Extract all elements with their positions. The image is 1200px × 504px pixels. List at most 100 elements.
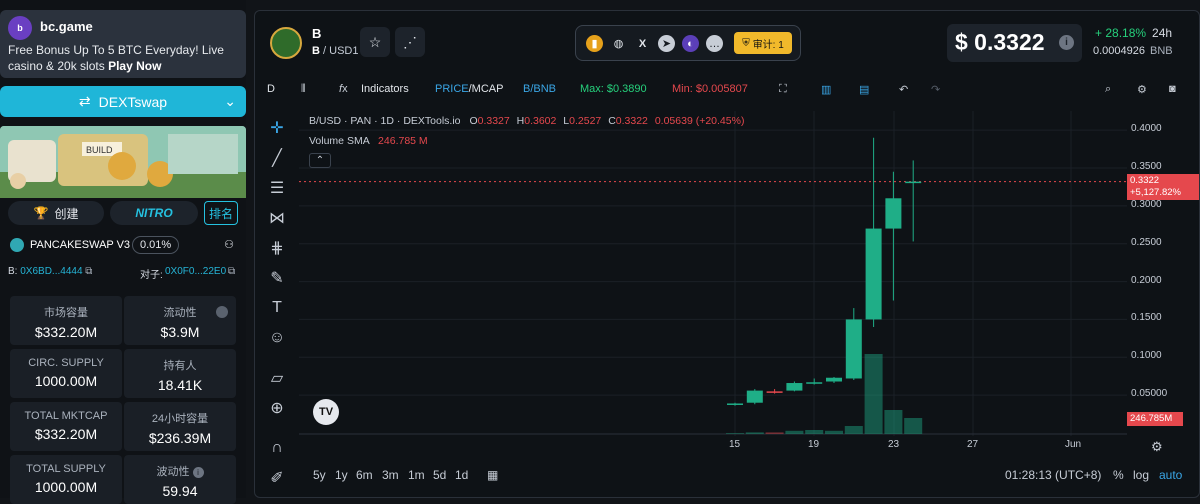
indicators-button[interactable]: Indicators (361, 83, 409, 95)
telegram-icon[interactable]: ➤ (658, 35, 675, 52)
globe-icon[interactable]: ◍ (613, 38, 624, 50)
interval-selector[interactable]: D (267, 83, 275, 95)
percent-toggle[interactable]: % (1113, 468, 1124, 482)
x-tick-label: 15 (729, 439, 741, 450)
chevron-down-icon: ⌄ (224, 93, 236, 109)
trendline-icon[interactable]: ╱ (272, 150, 282, 167)
b-address[interactable]: 0X6BD...4444 (20, 266, 83, 277)
volume-legend: Volume SMA 246.785 M (309, 135, 428, 147)
dex-row: PANCAKESWAP V3 0.01% ⚇ (8, 236, 238, 258)
bar-chart-icon[interactable]: ▥ (821, 84, 832, 96)
stat-liquidity: 流动性 $3.9M (124, 296, 236, 345)
log-toggle[interactable]: log (1133, 468, 1150, 482)
stat-label: TOTAL MKTCAP (24, 410, 108, 422)
tradingview-logo[interactable]: TV (313, 399, 339, 425)
dextswap-button[interactable]: ⇄ DEXTswap ⌄ (0, 86, 246, 117)
drawing-tools: ✛ ╱ ☰ ⋈ ⋕ ✎ T ☺ ▱ ⊕ ∩ ✐ (259, 111, 295, 491)
copy-icon[interactable]: ⧉ (228, 266, 236, 277)
brush-icon[interactable]: ✎ (270, 270, 284, 287)
stat-24h-volume: 24小时容量 $236.39M (124, 402, 236, 451)
nitro-button[interactable]: NITRO (110, 201, 198, 225)
horizontal-lines-icon[interactable]: ☰ (269, 180, 285, 197)
token-pair: B / USD1 (312, 45, 359, 57)
promo-cta[interactable]: Play Now (108, 59, 162, 73)
address-row: B: 0X6BD...4444 ⧉ 对子: 0X0F0...22E0 ⧉ (8, 266, 238, 281)
zoom-in-icon[interactable]: ⊕ (270, 400, 284, 417)
promo-desc: Free Bonus Up To 5 BTC Everyday! Live ca… (8, 43, 224, 73)
pair-address[interactable]: 0X0F0...22E0 (165, 266, 227, 277)
bcgame-logo: b (8, 16, 32, 40)
range-1d[interactable]: 1d (455, 468, 469, 482)
text-icon[interactable]: T (272, 299, 282, 316)
lock-pencil-icon[interactable]: ✐ (270, 470, 284, 487)
ruler-icon[interactable]: ▱ (270, 370, 284, 387)
current-price-tag: 0.3322 +5,127.82% (1127, 173, 1199, 200)
audit-badge[interactable]: ⛨ 审计: 1 (734, 32, 792, 54)
emoji-icon[interactable]: ☺ (268, 329, 286, 346)
stat-value: 1000.00M (34, 373, 98, 389)
axis-settings-icon[interactable]: ⚙ (1151, 439, 1163, 454)
price-axis[interactable]: 0.4000 0.3500 0.3000 0.2500 0.2000 0.1500 0.10… (1127, 111, 1199, 436)
redo-icon[interactable]: ↷ (931, 84, 941, 96)
candle-body (826, 377, 842, 382)
share-icon[interactable]: ⋰ (395, 27, 425, 57)
promo-name: bc.game (40, 19, 93, 34)
x-twitter-icon[interactable]: X (638, 37, 647, 50)
stat-label: 市场容量 (44, 307, 88, 319)
stat-label: 流动性 (163, 307, 197, 319)
website-chart-icon[interactable]: ▮ (586, 35, 603, 52)
settings-gear-icon[interactable]: ⚙ (1137, 84, 1147, 96)
stat-value: 59.94 (162, 483, 198, 499)
swap-icon: ⇄ (78, 93, 91, 109)
crosshair-icon[interactable]: ✛ (270, 120, 284, 137)
time-axis[interactable]: 15 19 23 27 Jun (299, 437, 1127, 453)
rank-button[interactable]: 排名 (204, 201, 238, 225)
promo-banner[interactable]: b bc.game Free Bonus Up To 5 BTC Everyda… (0, 10, 246, 78)
range-5d[interactable]: 5d (433, 468, 447, 482)
info-icon[interactable]: i (192, 467, 204, 478)
candlestick-chart[interactable] (299, 111, 1127, 436)
create-button[interactable]: 🏆 创建 (8, 201, 104, 225)
range-3m[interactable]: 3m (382, 468, 399, 482)
undo-icon[interactable]: ↶ (899, 84, 909, 96)
search-icon[interactable]: ⌕ (1105, 83, 1112, 95)
indicators-icon[interactable]: fx (339, 83, 348, 95)
copy-icon[interactable]: ⧉ (85, 266, 93, 277)
line-chart-icon[interactable]: ▤ (859, 84, 870, 96)
volume-bar (726, 433, 744, 434)
info-icon[interactable]: i (1059, 35, 1074, 50)
coinmarketcap-icon[interactable]: ◐ (682, 35, 699, 52)
stat-label: 波动性 i (124, 463, 236, 479)
range-5y[interactable]: 5y (313, 468, 326, 482)
candle-body (766, 391, 783, 393)
fib-icon[interactable]: ⋕ (270, 240, 284, 257)
candles-icon[interactable]: ⫴ (301, 83, 306, 95)
auto-toggle[interactable]: auto (1159, 468, 1183, 482)
more-icon[interactable]: … (706, 35, 723, 52)
binoculars-icon[interactable]: ⚇ (224, 239, 234, 251)
fullscreen-icon[interactable]: ⛶ (779, 83, 787, 95)
b-bnb-toggle[interactable]: B/BNB (523, 83, 557, 95)
stat-value: $236.39M (148, 430, 212, 446)
pattern-icon[interactable]: ⋈ (269, 210, 285, 227)
price-change: + 28.18% 24h (1095, 26, 1173, 40)
favorite-star-icon[interactable]: ☆ (360, 27, 390, 57)
b-label: B: (8, 266, 18, 277)
range-1m[interactable]: 1m (408, 468, 425, 482)
clock-time[interactable]: 01:28:13 (UTC+8) (1005, 468, 1102, 482)
collapse-legend-button[interactable]: ⌃ (309, 153, 331, 168)
range-6m[interactable]: 6m (356, 468, 373, 482)
y-tick-label: 0.3500 (1131, 161, 1162, 172)
price-mcap-toggle[interactable]: PRICE/MCAP (435, 83, 504, 95)
date-range-icon[interactable]: ▦ (487, 468, 499, 482)
token-name: B (312, 26, 322, 41)
volume-bar (785, 430, 804, 434)
range-1y[interactable]: 1y (335, 468, 348, 482)
volume-bar (765, 432, 784, 434)
sidebar: b bc.game Free Bonus Up To 5 BTC Everyda… (0, 0, 246, 504)
magnet-icon[interactable]: ∩ (271, 439, 283, 456)
candle-body (727, 403, 743, 405)
volume-bar (864, 354, 883, 434)
token-header: B B / USD1 ☆ ⋰ ▮ ◍ X ➤ ◐ … ⛨ 审计: 1 $ 0.33… (255, 11, 1200, 73)
camera-icon[interactable]: ◙ (1169, 83, 1176, 95)
